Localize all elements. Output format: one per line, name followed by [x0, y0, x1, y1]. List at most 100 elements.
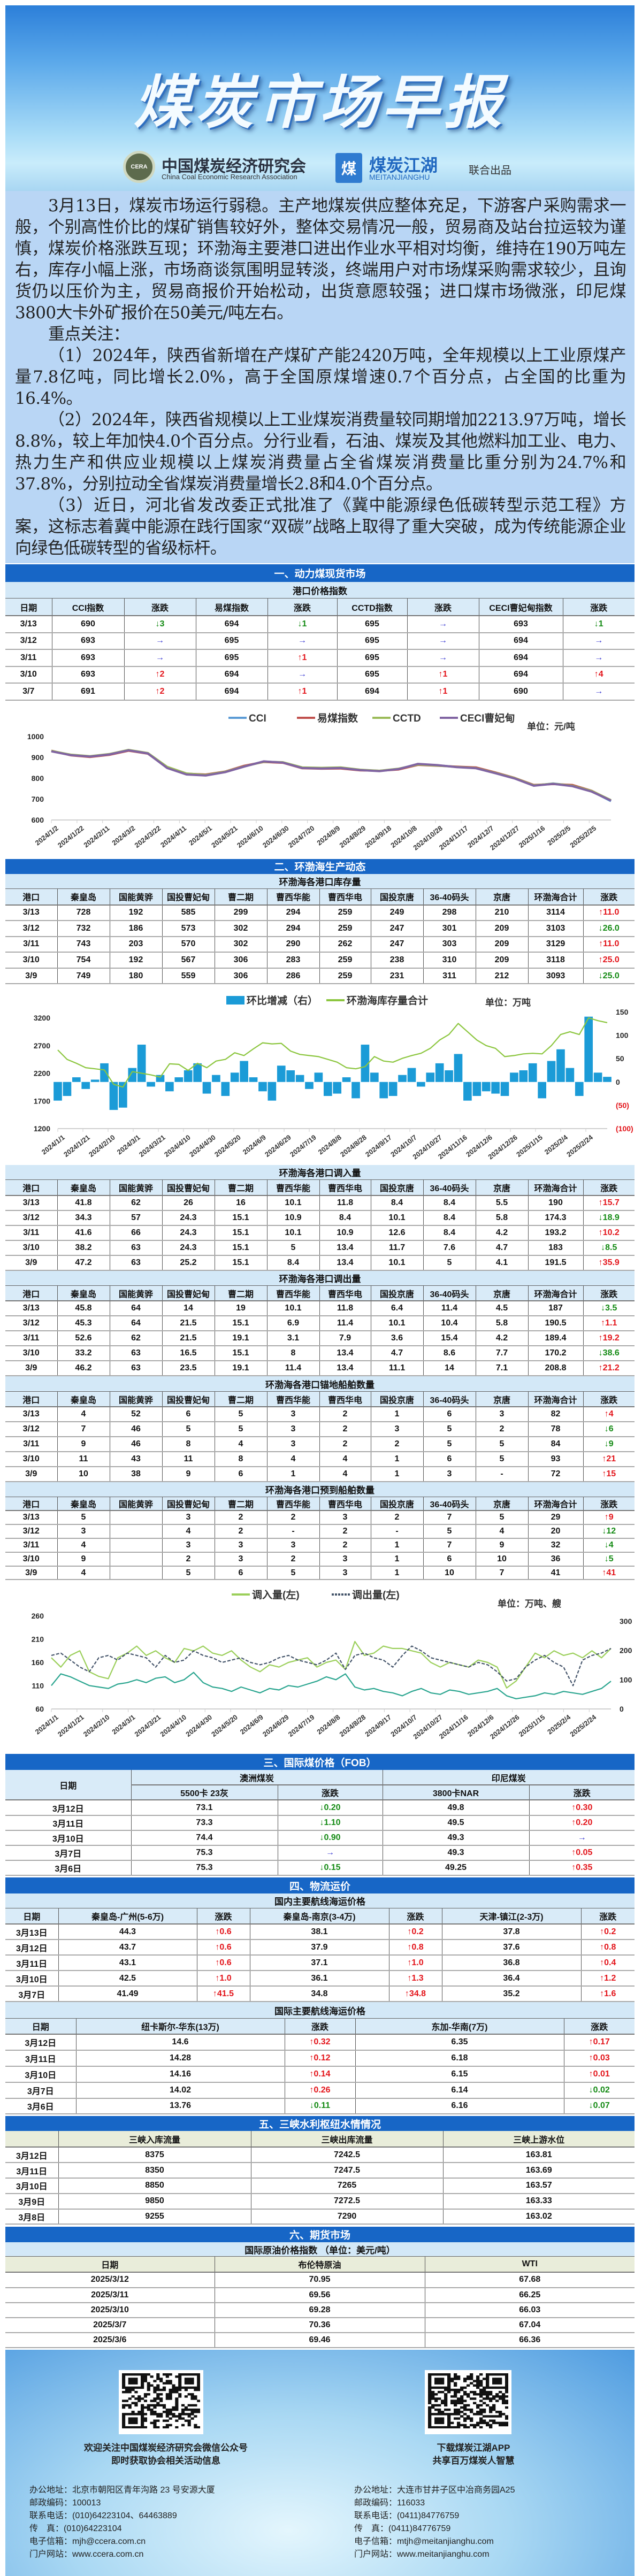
value-cell: 5: [423, 1524, 476, 1539]
value-cell: 1: [371, 1407, 424, 1423]
row-date: 3/11: [5, 1538, 58, 1553]
y-tick-label: 600: [32, 816, 44, 824]
value-cell: 15.1: [215, 1210, 268, 1226]
column-header: 曹二期: [215, 888, 268, 906]
value-cell: 63: [110, 1240, 163, 1256]
value-cell: 3.1: [267, 1331, 320, 1347]
bar: [407, 1068, 416, 1083]
bar: [565, 1068, 575, 1083]
value-cell: 302: [215, 936, 268, 953]
x-tick-label: 2024/4/10: [158, 1713, 188, 1738]
change-cell: ↑0.2: [389, 1924, 442, 1941]
legend-label: CECI曹妃甸: [460, 712, 515, 724]
value-cell: 231: [371, 968, 424, 985]
value-cell: 57: [110, 1210, 163, 1226]
value-cell: 4: [57, 1407, 110, 1423]
value-cell: 67.68: [425, 2272, 635, 2288]
x-tick-label: 2024/9/17: [364, 1133, 393, 1159]
subtitle-port-index: 港口价格指数: [5, 582, 635, 599]
table-row: 3月11日 43.1 ↑0.6 37.1 ↑1.0 36.8 ↑0.4: [5, 1955, 635, 1972]
change-cell: ↑0.6: [197, 1924, 250, 1941]
row-date: 3/11: [5, 1331, 58, 1347]
table-row: 3/9 47.2 63 25.2 15.1 8.4 13.4 10.1 5 4.1 191.5 ↑35…: [5, 1255, 635, 1271]
bar: [286, 1070, 295, 1083]
cera-wechat-qr-code[interactable]: [119, 2370, 203, 2435]
report-title: 煤炭市场早报: [133, 70, 506, 135]
contact-email-link[interactable]: 电子信箱：mjh@ccera.com.cn: [29, 2537, 146, 2547]
app-download-qr-code[interactable]: [425, 2370, 511, 2435]
column-header: 秦皇岛: [57, 1497, 110, 1512]
value-cell: 5: [423, 1255, 476, 1271]
value-cell: 9: [476, 1538, 529, 1553]
value-cell: 4.7: [371, 1346, 424, 1362]
contact-fax: 传 真：(0411)84776759: [354, 2524, 451, 2534]
contact-website-link[interactable]: 门户网站：www.meitanjianghu.com: [354, 2550, 490, 2559]
y-tick-label: 60: [35, 1705, 44, 1713]
contact-website-link[interactable]: 门户网站：www.ccera.com.cn: [29, 2550, 144, 2559]
bar: [510, 1072, 518, 1083]
bar: [593, 1072, 602, 1083]
column-header: CECI曹妃甸指数: [479, 599, 563, 616]
value-cell: 29: [528, 1511, 584, 1525]
value-cell: 3: [319, 1511, 371, 1525]
change-cell: ↑2: [124, 666, 196, 684]
bar: [370, 1072, 379, 1083]
table-row: 3/13 5 3 2 2 3 2 7 5 29 ↑9: [5, 1511, 635, 1525]
series-line: [51, 1645, 612, 1687]
domestic-freight-table: 日期 秦皇岛-广州(5-6万) 涨跌 秦皇岛-南京(3-4万) 涨跌 天津-镇江(2-3万…: [5, 1908, 635, 2003]
value-cell: 6.18: [355, 2050, 564, 2067]
value-cell: 7: [57, 1422, 110, 1438]
bar: [184, 1070, 193, 1083]
column-header: 涨跌: [564, 2019, 635, 2035]
value-cell: 170.2: [528, 1346, 584, 1362]
column-header: 港口: [5, 1286, 58, 1302]
value-cell: 3114: [528, 904, 584, 922]
value-cell: 190: [528, 1195, 584, 1212]
change-cell: ↑0.12: [285, 2050, 356, 2067]
value-cell: 9: [162, 1467, 215, 1483]
value-cell: 3: [267, 1437, 320, 1453]
bar: [333, 1082, 342, 1094]
table-row: 2025/3/11 69.56 66.25: [5, 2287, 635, 2303]
column-header: 曹西华能: [267, 1392, 320, 1408]
row-date: 2025/3/12: [5, 2272, 215, 2288]
value-cell: 35.2: [442, 1986, 582, 2003]
section-header-bohai-production: 二、环渤海生产动态: [5, 858, 635, 874]
value-cell: 189.4: [528, 1331, 584, 1347]
x-tick-label: 2025/1/15: [517, 1713, 547, 1738]
column-header: 曹二期: [215, 1392, 268, 1408]
value-cell: 7: [423, 1511, 476, 1525]
table-row: 3/12 3 4 2-2-5 4 20 ↓12: [5, 1524, 635, 1539]
caption-line: 欢迎关注中国煤炭经济研究会微信公众号: [84, 2443, 248, 2454]
column-header: 曹西华能: [267, 1180, 320, 1197]
column-header: 秦皇岛-广州(5-6万): [58, 1908, 197, 1925]
caption-line: 共享百万煤炭人智慧: [432, 2456, 515, 2466]
y-tick-label: 1000: [27, 732, 44, 741]
value-cell: 7.1: [476, 1361, 529, 1377]
value-cell: 573: [162, 921, 215, 937]
value-cell: 693: [52, 632, 125, 650]
subtitle-inflow: 环渤海各港口调入量: [5, 1165, 635, 1180]
header-row: 港口 秦皇岛 国能黄骅 国投曹妃甸 曹二期 曹西华能 曹西华电 国投京唐 36-40码头 京唐 环渤…: [5, 1497, 635, 1512]
column-header: 36-40码头: [423, 1286, 476, 1302]
value-cell: 82: [528, 1407, 584, 1423]
column-header: 港口: [5, 1180, 58, 1197]
value-cell: 247: [371, 921, 424, 937]
contact-email-link[interactable]: 电子信箱：mtjh@meitanjianghu.com: [354, 2537, 494, 2547]
meitanjianghu-logo-icon: 煤: [335, 153, 362, 183]
table-row: 3/11 41.6 66 24.3 15.1 10.1 10.9 12.6 8.4 4.2 193.…: [5, 1225, 635, 1241]
change-cell: ↑15: [583, 1467, 635, 1483]
row-date: 3/13: [5, 1195, 58, 1212]
value-cell: 5: [267, 1566, 320, 1581]
value-cell: 4: [162, 1524, 215, 1539]
bar: [538, 1082, 546, 1099]
row-date: 3月6日: [5, 1860, 132, 1876]
table-row: 3/13 41.8 62 26 16 10.1 11.8 8.4 8.4 5.5 190 ↑15.7: [5, 1195, 635, 1212]
change-cell: ↑11.0: [583, 936, 635, 953]
value-cell: 1: [371, 1452, 424, 1468]
bar: [398, 1075, 407, 1083]
column-header: 曹西华电: [319, 1392, 371, 1408]
value-cell: 37.8: [442, 1924, 582, 1941]
value-cell: 6: [423, 1552, 476, 1567]
value-cell: 2: [319, 1524, 371, 1539]
